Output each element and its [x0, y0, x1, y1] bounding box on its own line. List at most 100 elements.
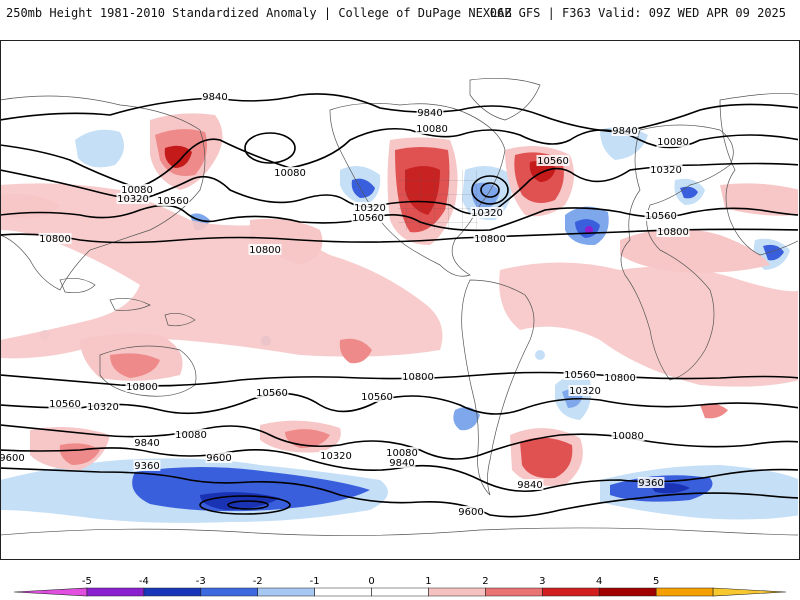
contour-label-bg: [273, 167, 307, 178]
contour-label: 10320: [471, 208, 503, 219]
contour-label: 10080: [121, 185, 153, 196]
contour-label: 9600: [206, 453, 231, 464]
anomaly-region: [164, 145, 192, 168]
contour-label-bg: [351, 212, 385, 223]
colorbar-tick-label: -4: [139, 576, 149, 587]
anomaly-region: [620, 228, 770, 273]
contour-label-bg: [133, 460, 161, 471]
state-borders: [398, 170, 478, 230]
colorbar-segment: [485, 587, 543, 597]
contour-label: 10560: [537, 156, 569, 167]
contour-label: 9840: [417, 108, 442, 119]
contour-label: 9840: [389, 458, 414, 469]
contour-label: 10320: [650, 165, 682, 176]
contour-label: 10800: [39, 234, 71, 245]
colorbar-tick-label: -1: [310, 576, 320, 587]
contour-label: 10320: [320, 451, 352, 462]
contour-label: 10080: [274, 168, 306, 179]
anomaly-region: [132, 467, 370, 512]
colorbar-tick-label: -5: [82, 576, 92, 587]
colorbar-segment: [542, 587, 600, 597]
contour-label: 9360: [638, 478, 663, 489]
contour-label: 10800: [657, 227, 689, 238]
contour-label-bg: [255, 387, 289, 398]
contour-label: 10320: [354, 203, 386, 214]
contour-label-bg: [116, 193, 150, 204]
contour-label-bg: [205, 452, 233, 463]
contour-label: 10080: [175, 430, 207, 441]
contour-label-bg: [611, 430, 645, 441]
contour-label: 10080: [612, 431, 644, 442]
contour-label-bg: [385, 447, 419, 458]
anomaly-region: [250, 218, 323, 265]
contour-label-bg: [360, 391, 394, 402]
contour-label: 10560: [564, 370, 596, 381]
colorbar-tick-label: 0: [368, 576, 374, 587]
contour-label: 10080: [416, 124, 448, 135]
anomaly-region: [1, 183, 443, 359]
colorbar-segment: [200, 587, 258, 597]
colorbar-tick-label: 3: [539, 576, 545, 587]
colorbar-tick-label: 4: [596, 576, 602, 587]
contour-label-bg: [248, 244, 282, 255]
anomaly-region: [680, 186, 698, 199]
anomaly-region: [75, 129, 124, 168]
contour-label-bg: [644, 210, 678, 221]
contour-label-bg: [516, 479, 544, 490]
anomaly-region: [110, 353, 160, 378]
contour-label-bg: [48, 398, 82, 409]
contour-label: 10560: [157, 196, 189, 207]
contour-label-bg: [388, 457, 416, 468]
contour-label-bg: [353, 202, 387, 213]
contour-label: 9600: [458, 507, 483, 518]
colorbar-segment: [712, 587, 787, 597]
contour-label: 10800: [249, 245, 281, 256]
colorbar-segment: [143, 587, 202, 597]
contour-label-bg: [649, 164, 683, 175]
contour-label: 9840: [202, 92, 227, 103]
contour-label-bg: [401, 371, 435, 382]
contour-label-bg: [125, 381, 159, 392]
contour-label: 9360: [134, 461, 159, 472]
contour-label-bg: [1, 452, 26, 463]
contour-label-bg: [637, 477, 665, 488]
contour-label-bg: [156, 195, 190, 206]
contour-label: 10800: [604, 373, 636, 384]
anomaly-region: [535, 350, 545, 360]
contour-label: 9600: [0, 453, 25, 464]
contour-label-bg: [603, 372, 637, 383]
anomaly-region: [520, 437, 573, 479]
contour-label-bg: [86, 401, 120, 412]
contour-label: 10560: [645, 211, 677, 222]
contour-label: 10320: [117, 194, 149, 205]
contour-label-bg: [201, 91, 229, 102]
contour-label-bg: [611, 125, 639, 136]
contour-label: 10080: [657, 137, 689, 148]
colorbar-segment: [598, 587, 657, 597]
colorbar-segment: [13, 587, 88, 597]
contour-label: 10800: [474, 234, 506, 245]
contour-label-bg: [415, 123, 449, 134]
contour-label-bg: [563, 369, 597, 380]
anomaly-region: [700, 403, 728, 419]
contour-label: 10800: [126, 382, 158, 393]
contour-label: 10560: [361, 392, 393, 403]
contour-label-bg: [656, 136, 690, 147]
colorbar-segment: [428, 587, 486, 597]
colorbar-segment: [257, 587, 315, 597]
anomaly-region: [585, 226, 593, 234]
contour-label-bg: [133, 437, 161, 448]
contour-label: 9840: [134, 438, 159, 449]
contour-label: 10320: [87, 402, 119, 413]
contour-label-bg: [38, 233, 72, 244]
colorbar-tick-label: 2: [482, 576, 488, 587]
negative-anomaly-fills: [1, 126, 798, 523]
colorbar-segment: [314, 587, 372, 597]
contour-label: 10080: [386, 448, 418, 459]
contour-label: 9840: [517, 480, 542, 491]
contour-label-bg: [457, 506, 485, 517]
model-valid-time: 06Z GFS | F363 Valid: 09Z WED APR 09 202…: [489, 6, 786, 20]
contour-label: 10800: [402, 372, 434, 383]
